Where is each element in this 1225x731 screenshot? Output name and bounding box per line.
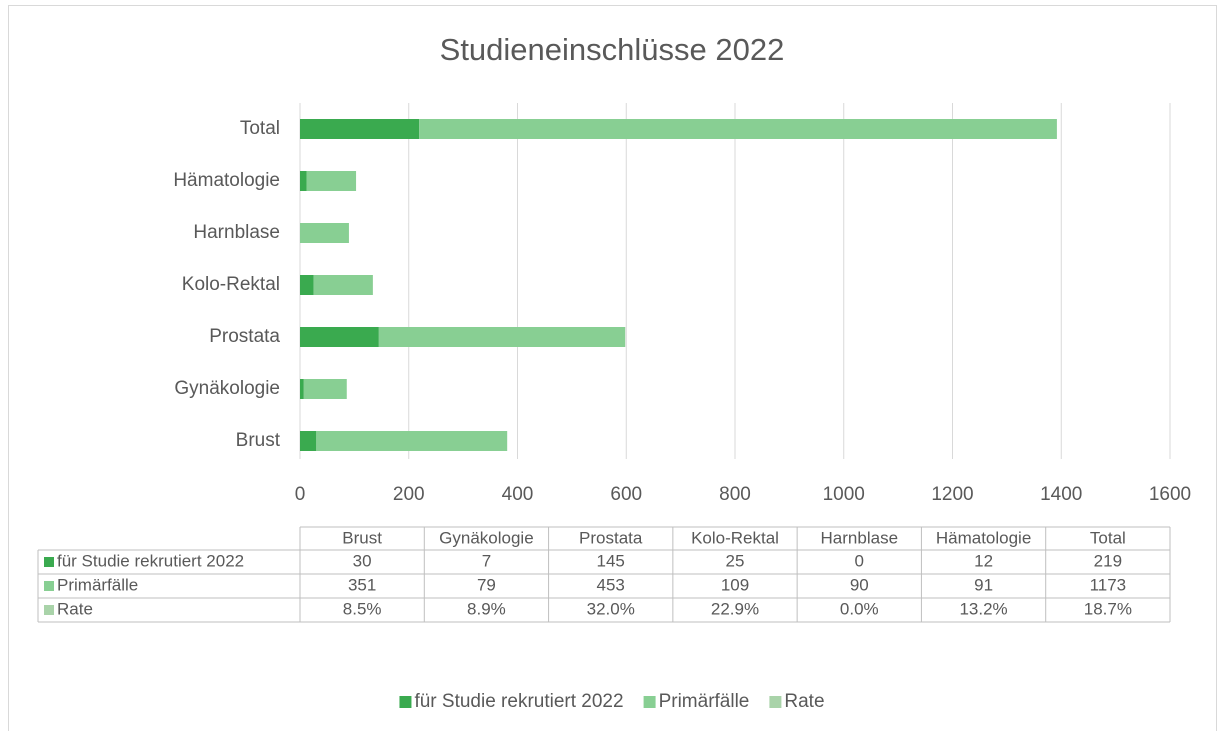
table-key <box>44 605 54 615</box>
x-tick-label: 0 <box>295 484 306 505</box>
bar <box>316 431 508 451</box>
y-tick-label: Prostata <box>209 326 280 347</box>
table-cell: 90 <box>850 575 869 594</box>
x-tick-label: 1000 <box>823 484 865 505</box>
x-tick-label: 1400 <box>1040 484 1082 505</box>
y-tick-label: Total <box>240 118 280 139</box>
x-tick-label: 200 <box>393 484 425 505</box>
x-tick-label: 400 <box>502 484 534 505</box>
table-cell: 145 <box>597 551 625 570</box>
table-header: Gynäkologie <box>439 528 534 547</box>
bar <box>300 327 379 347</box>
chart-title: Studieneinschlüsse 2022 <box>440 32 785 67</box>
table-header: Brust <box>342 528 382 547</box>
table-row-label: für Studie rekrutiert 2022 <box>57 551 244 570</box>
legend-swatch <box>399 696 412 708</box>
legend-swatch <box>643 696 656 708</box>
x-tick-label: 1200 <box>931 484 973 505</box>
table-cell: 79 <box>477 575 496 594</box>
bar <box>300 119 420 139</box>
table-header: Kolo-Rektal <box>691 528 779 547</box>
table-header: Hämatologie <box>936 528 1031 547</box>
bar <box>313 275 373 295</box>
table-row-label: Rate <box>57 599 93 618</box>
y-tick-label: Harnblase <box>193 222 280 243</box>
table-cell: 1173 <box>1090 575 1127 594</box>
bar <box>300 379 304 399</box>
table-cell: 22.9% <box>711 599 759 618</box>
table-cell: 30 <box>353 551 372 570</box>
legend-label: für Studie rekrutiert 2022 <box>414 691 623 712</box>
x-tick-label: 1600 <box>1149 484 1191 505</box>
bar <box>300 431 317 451</box>
table-header: Total <box>1090 528 1126 547</box>
y-tick-label: Hämatologie <box>173 170 280 191</box>
x-tick-label: 800 <box>719 484 751 505</box>
table-row-label: Primärfälle <box>57 575 138 594</box>
legend-label: Rate <box>784 691 824 712</box>
x-tick-label: 600 <box>610 484 642 505</box>
y-tick-label: Kolo-Rektal <box>182 274 280 295</box>
bar <box>303 379 347 399</box>
table-cell: 7 <box>482 551 491 570</box>
table-cell: 351 <box>348 575 376 594</box>
table-cell: 8.9% <box>467 599 506 618</box>
table-cell: 25 <box>726 551 745 570</box>
table-cell: 18.7% <box>1084 599 1132 618</box>
bar <box>306 171 357 191</box>
table-cell: 0 <box>855 551 864 570</box>
table-key <box>44 557 54 567</box>
table-cell: 13.2% <box>959 599 1007 618</box>
table-cell: 0.0% <box>840 599 879 618</box>
table-header: Harnblase <box>821 528 899 547</box>
table-cell: 8.5% <box>343 599 382 618</box>
table-header: Prostata <box>579 528 643 547</box>
table-cell: 91 <box>974 575 993 594</box>
table-cell: 219 <box>1094 551 1122 570</box>
bar <box>300 223 349 243</box>
table-key <box>44 581 54 591</box>
table-cell: 12 <box>974 551 993 570</box>
bar <box>300 171 307 191</box>
legend-label: Primärfälle <box>659 691 750 712</box>
bar <box>378 327 626 347</box>
table-cell: 32.0% <box>587 599 635 618</box>
bar <box>419 119 1057 139</box>
legend-swatch <box>769 696 782 708</box>
bar <box>300 275 314 295</box>
y-tick-label: Gynäkologie <box>174 378 280 399</box>
y-tick-label: Brust <box>236 430 281 451</box>
table-cell: 453 <box>597 575 625 594</box>
table-cell: 109 <box>721 575 749 594</box>
